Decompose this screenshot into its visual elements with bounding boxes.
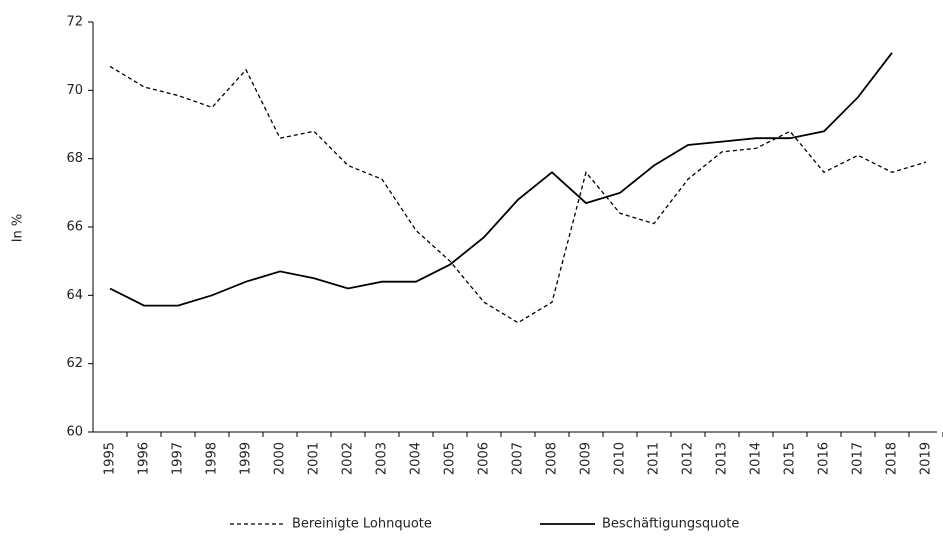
x-tick-label: 2006 <box>477 442 492 475</box>
x-tick-label: 2016 <box>817 442 832 475</box>
x-tick-label: 2011 <box>647 442 662 475</box>
legend-label: Beschäftigungsquote <box>602 517 739 532</box>
legend-label: Bereinigte Lohnquote <box>292 517 432 532</box>
x-tick-label: 2008 <box>545 442 560 475</box>
y-tick-label: 66 <box>66 220 83 235</box>
series-line <box>109 65 927 324</box>
y-axis-label: In % <box>11 214 26 243</box>
x-tick-label: 1996 <box>137 442 152 475</box>
x-tick-label: 2003 <box>375 442 390 475</box>
x-tick-label: 2009 <box>579 442 594 475</box>
x-tick-label: 1997 <box>171 442 186 475</box>
x-tick-label: 2004 <box>409 442 424 475</box>
x-tick-label: 1998 <box>205 442 220 475</box>
y-tick-label: 68 <box>66 151 83 166</box>
x-tick-label: 2012 <box>681 442 696 475</box>
y-tick-label: 62 <box>66 356 83 371</box>
series-line <box>109 52 893 307</box>
y-tick-label: 72 <box>66 15 83 30</box>
x-tick-label: 2000 <box>273 442 288 475</box>
x-tick-label: 1999 <box>239 442 254 475</box>
x-tick-label: 2001 <box>307 442 322 475</box>
x-tick-label: 1995 <box>103 442 118 475</box>
x-tick-label: 2005 <box>443 442 458 475</box>
x-tick-label: 2014 <box>749 442 764 475</box>
x-tick-label: 2010 <box>613 442 628 475</box>
x-tick-label: 2015 <box>783 442 798 475</box>
y-tick-label: 64 <box>66 288 83 303</box>
x-tick-label: 2017 <box>851 442 866 475</box>
x-tick-label: 2013 <box>715 442 730 475</box>
x-tick-label: 2018 <box>885 442 900 475</box>
y-tick-label: 70 <box>66 83 83 98</box>
x-tick-label: 2007 <box>511 442 526 475</box>
x-tick-label: 2002 <box>341 442 356 475</box>
y-tick-label: 60 <box>66 425 83 440</box>
x-tick-label: 2019 <box>919 442 934 475</box>
